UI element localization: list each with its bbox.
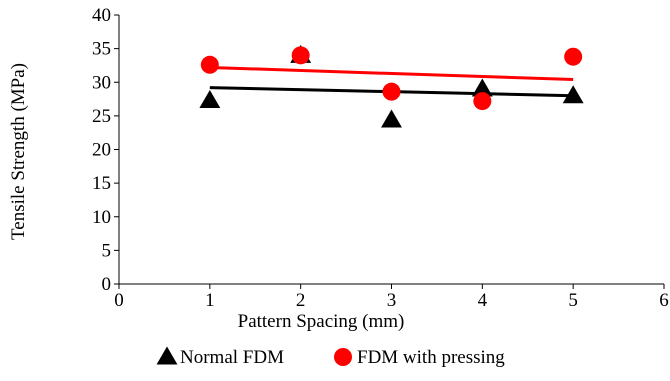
axes: 0 1 2 3 4 5 6 0 5 10 15 20 25 30 35 40 (92, 5, 669, 311)
data-point-fdm-with-pressing (382, 82, 401, 101)
y-tick-label: 0 (102, 274, 112, 295)
data-point-normal-fdm (471, 78, 493, 97)
data-point-fdm-with-pressing (564, 47, 583, 66)
x-tick-label: 6 (659, 290, 669, 311)
data-point-fdm-with-pressing (200, 55, 219, 74)
x-axis-title: Pattern Spacing (mm) (238, 311, 405, 332)
y-tick-label: 25 (92, 106, 111, 127)
data-point-fdm-with-pressing (291, 46, 310, 65)
x-tick-label: 0 (114, 290, 124, 311)
legend-marker-normal-fdm (156, 346, 178, 365)
data-point-normal-fdm (562, 85, 584, 104)
y-tick-label: 20 (92, 140, 111, 161)
y-axis-title: Tensile Strength (MPa) (8, 63, 29, 240)
x-tick-label: 5 (568, 290, 578, 311)
trendline-fdm-with-pressing (209, 65, 574, 82)
y-tick-label: 10 (92, 207, 111, 228)
y-tick-label: 15 (92, 173, 111, 194)
x-tick-label: 3 (387, 290, 397, 311)
y-tick-label: 5 (102, 240, 112, 261)
data-point-normal-fdm (199, 89, 221, 108)
x-tick-label: 2 (296, 290, 306, 311)
x-tick-label: 4 (478, 290, 488, 311)
y-tick-label: 35 (92, 39, 111, 60)
legend-label-normal-fdm: Normal FDM (180, 347, 284, 368)
x-tick-label: 1 (205, 290, 215, 311)
data-point-fdm-with-pressing (473, 92, 492, 111)
y-tick-label: 30 (92, 72, 111, 93)
legend-marker-fdm-with-pressing (334, 348, 352, 366)
y-tick-label: 40 (92, 5, 111, 26)
data-markers (199, 44, 584, 128)
legend-label-fdm-with-pressing: FDM with pressing (357, 347, 505, 368)
legend: Normal FDM FDM with pressing (156, 346, 505, 368)
data-point-normal-fdm (381, 109, 402, 128)
